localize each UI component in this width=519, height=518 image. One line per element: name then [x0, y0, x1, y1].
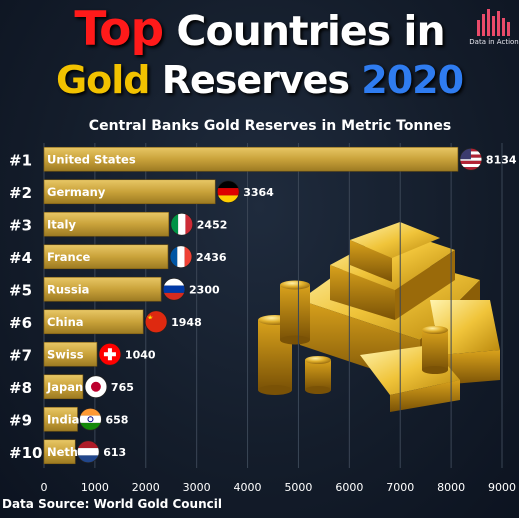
category-label: Germany	[47, 185, 106, 199]
rank-label: #8	[9, 379, 32, 397]
value-label: 2436	[196, 251, 227, 264]
data-source: Data Source: World Gold Council	[2, 497, 222, 511]
swiss-flag-icon	[98, 343, 121, 366]
x-tick-label: 9000	[488, 481, 516, 494]
bar	[43, 439, 76, 465]
category-label: United States	[47, 152, 136, 166]
bar	[43, 244, 169, 270]
x-tick-label: 7000	[386, 481, 414, 494]
category-label: Neth	[47, 445, 78, 459]
category-label: China	[47, 315, 84, 329]
rank-label: #9	[9, 411, 32, 429]
logo-icon	[477, 9, 510, 36]
value-label: 2300	[189, 283, 220, 296]
category-label: Italy	[47, 217, 76, 231]
title-line-2: Gold Reserves 2020	[0, 58, 519, 102]
rank-label: #1	[9, 151, 32, 169]
bar	[43, 179, 216, 205]
bar	[43, 146, 459, 172]
italy-flag-icon	[170, 213, 193, 236]
x-tick-label: 6000	[335, 481, 363, 494]
rank-label: #3	[9, 216, 32, 234]
netherlands-flag-icon	[77, 440, 100, 463]
bars: #1 United States 8134 #2 Germany 3364 #3 Italy 2…	[9, 146, 517, 465]
bar	[43, 341, 98, 367]
value-label: 1040	[125, 348, 156, 361]
rank-label: #4	[9, 249, 32, 267]
value-label: 765	[111, 381, 134, 394]
category-label: Swiss	[47, 347, 84, 361]
germany-flag-icon	[217, 180, 240, 203]
russia-flag-icon	[163, 278, 186, 301]
x-tick-label: 3000	[183, 481, 211, 494]
value-label: 3364	[243, 186, 274, 199]
rank-label: #6	[9, 314, 32, 332]
title-word-gold: Gold	[55, 58, 151, 102]
value-label: 1948	[171, 316, 202, 329]
category-label: India	[47, 412, 79, 426]
bar	[43, 309, 144, 335]
x-tick-label: 8000	[437, 481, 465, 494]
rank-label: #2	[9, 184, 32, 202]
rank-label: #10	[9, 444, 42, 462]
category-label: Japan	[46, 380, 83, 394]
chart-title: Central Banks Gold Reserves in Metric To…	[88, 118, 452, 134]
title-line-1: Top Countries in	[0, 2, 519, 57]
x-tick-label: 1000	[81, 481, 109, 494]
india-flag-icon	[79, 408, 102, 431]
x-tick-label: 4000	[234, 481, 262, 494]
title-rest-2: Reserves	[149, 58, 362, 102]
rank-label: #5	[9, 281, 32, 299]
value-label: 613	[103, 446, 126, 459]
value-label: 658	[105, 413, 128, 426]
x-tick-label: 5000	[284, 481, 312, 494]
value-label: 2452	[197, 218, 228, 231]
china-flag-icon	[145, 310, 168, 333]
category-label: France	[47, 250, 91, 264]
bar	[43, 374, 84, 400]
category-label: Russia	[47, 282, 89, 296]
title-word-top: Top	[74, 2, 164, 57]
x-tick-label: 0	[41, 481, 48, 494]
x-tick-label: 2000	[132, 481, 160, 494]
title-rest-1: Countries in	[163, 7, 445, 55]
logo-text: Data in Action	[469, 38, 519, 46]
bar	[43, 211, 170, 237]
gold-bars-illustration	[258, 222, 500, 412]
value-label: 8134	[486, 153, 517, 166]
bar	[43, 406, 78, 432]
x-axis: 0 1000 2000 3000 4000 5000 6000 7000 8000 9000	[41, 481, 517, 494]
bar	[43, 276, 162, 302]
france-flag-icon	[169, 245, 192, 268]
japan-flag-icon	[84, 375, 107, 398]
title-year: 2020	[361, 58, 464, 102]
us-flag-icon	[459, 148, 482, 171]
rank-label: #7	[9, 346, 32, 364]
